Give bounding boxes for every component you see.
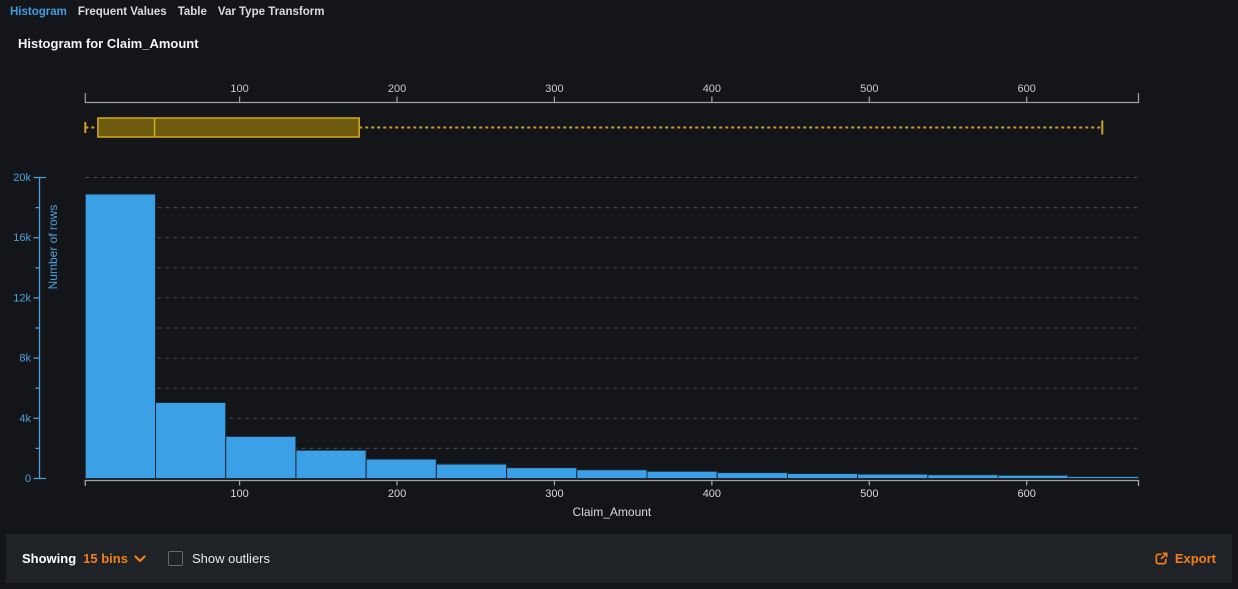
histogram-bar[interactable] (716, 472, 788, 479)
y-axis-tick-label: 4k (19, 413, 31, 425)
histogram-bar[interactable] (927, 474, 999, 479)
histogram-bar[interactable] (225, 435, 297, 479)
y-axis-title: Number of rows (46, 205, 60, 290)
export-label: Export (1174, 551, 1216, 566)
boxplot-axis-tick-label: 300 (545, 83, 563, 95)
boxplot-axis-line (84, 93, 1140, 104)
x-axis-tick-label: 100 (230, 488, 248, 500)
histogram-bar[interactable] (857, 473, 929, 479)
x-axis-tick-label: 500 (860, 488, 878, 500)
x-axis-tick-label: 200 (388, 488, 406, 500)
page-title: Histogram for Claim_Amount (18, 36, 199, 51)
histogram-bar[interactable] (646, 470, 718, 480)
x-axis-line (84, 479, 1140, 486)
claim-amount-chart: 100 200 300 400 500 600 0 4k 8k 12k 16k 20k Number o… (13, 83, 1140, 519)
boxplot-axis-tick-label: 500 (860, 83, 878, 95)
tab-histogram[interactable]: Histogram (10, 5, 67, 18)
tab-frequent-values[interactable]: Frequent Values (77, 5, 167, 18)
export-button[interactable]: Export (1154, 551, 1216, 566)
boxplot-axis-tick-label: 200 (388, 83, 406, 95)
chevron-down-icon (134, 554, 146, 562)
boxplot-axis-tick-label: 100 (230, 83, 248, 95)
tab-table[interactable]: Table (177, 5, 207, 18)
histogram-bar[interactable] (435, 463, 508, 480)
bins-dropdown[interactable]: 15 bins (83, 551, 146, 566)
x-axis-title: Claim_Amount (573, 505, 652, 519)
histogram-bar[interactable] (997, 474, 1069, 480)
histogram-bar[interactable] (84, 193, 157, 479)
show-outliers-checkbox[interactable] (167, 551, 183, 566)
boxplot-axis-tick-label: 400 (703, 83, 721, 95)
histogram-bar[interactable] (506, 467, 578, 480)
show-outliers-label: Show outliers (191, 551, 271, 566)
tab-bar: Histogram Frequent Values Table Var Type… (0, 0, 1238, 23)
x-axis-tick-label: 400 (703, 488, 721, 500)
x-axis-tick-label: 300 (545, 488, 563, 500)
bins-value: 15 bins (83, 551, 128, 566)
y-axis-tick-label: 16k (13, 232, 31, 244)
histogram-bar[interactable] (155, 401, 227, 479)
showing-label: Showing (22, 551, 77, 566)
y-axis-tick-label: 0 (25, 473, 31, 485)
y-axis-tick-label: 20k (13, 172, 31, 184)
histogram-bar[interactable] (786, 473, 859, 480)
boxplot-box (97, 117, 360, 138)
footer-bar: Showing 15 bins Show outliers Export (6, 534, 1232, 583)
boxplot-axis-tick-label: 600 (1018, 83, 1036, 95)
histogram-bar[interactable] (295, 449, 367, 479)
histogram-bar[interactable] (1067, 476, 1139, 479)
x-axis-tick-label: 600 (1018, 488, 1036, 500)
tab-var-type-transform[interactable]: Var Type Transform (217, 5, 325, 18)
export-icon (1155, 552, 1168, 565)
y-axis-tick-label: 8k (19, 353, 31, 365)
histogram-bar[interactable] (576, 469, 648, 479)
y-axis-tick-label: 12k (13, 292, 31, 304)
histogram-bar[interactable] (365, 458, 437, 480)
